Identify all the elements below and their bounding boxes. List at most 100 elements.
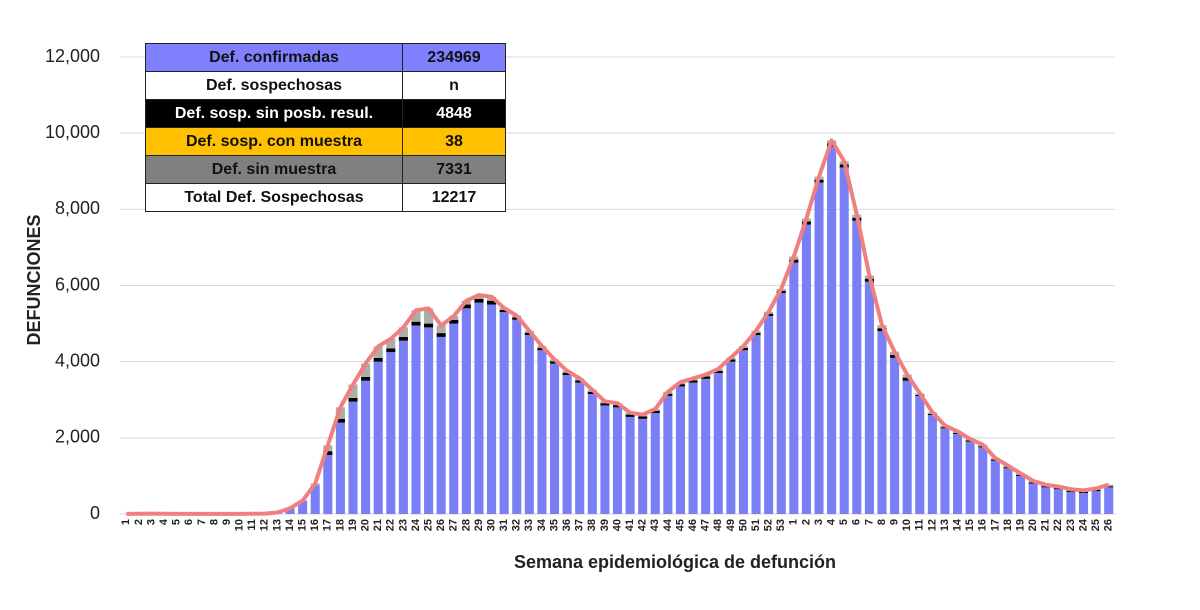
y-axis-title: DEFUNCIONES [24,214,44,345]
bar-segment [361,377,370,381]
bar-segment [525,335,534,514]
x-tick-label: 53 [775,519,787,531]
bar-segment [1003,468,1012,514]
bar-segment [726,362,735,514]
bar-segment [348,402,357,514]
x-tick-label: 1 [120,519,132,525]
bar-segment [550,364,559,514]
x-tick-label: 6 [851,519,863,525]
bar-segment [462,308,471,514]
bar-segment [865,282,874,514]
legend-value: 7331 [403,156,506,184]
bar-segment [714,373,723,514]
legend-value: 4848 [403,100,506,128]
bar-segment [1029,484,1038,514]
bar-segment [537,350,546,514]
x-tick-label: 48 [712,519,724,531]
y-tick-label: 6,000 [55,274,100,294]
bar-segment [424,324,433,328]
bar-segment [424,327,433,514]
x-tick-label: 24 [1077,518,1089,531]
legend-label: Def. confirmadas [146,44,403,72]
x-tick-label: 18 [1002,519,1014,531]
legend-label: Def. sospechosas [146,72,403,100]
legend-label: Def. sosp. con muestra [146,128,403,156]
x-tick-label: 40 [611,519,623,531]
y-tick-label: 4,000 [55,350,100,370]
bar-segment [1016,476,1025,514]
x-tick-label: 25 [422,519,434,531]
bar-segment [789,263,798,514]
bar-segment [411,325,420,514]
bar-segment [411,322,420,326]
x-tick-label: 39 [599,519,611,531]
bar-segment [437,333,446,337]
x-tick-label: 9 [888,519,900,525]
x-tick-label: 47 [700,519,712,531]
x-tick-label: 15 [297,519,309,531]
x-tick-label: 41 [624,519,636,531]
x-tick-label: 46 [687,519,699,531]
x-tick-label: 12 [259,519,271,531]
bar-segment [814,183,823,514]
bar-segment [336,423,345,514]
bar-segment [966,442,975,514]
bar-segment [890,358,899,514]
x-tick-label: 11 [246,519,258,531]
x-tick-label: 36 [561,519,573,531]
y-tick-label: 2,000 [55,427,100,447]
bar-segment [600,405,609,514]
x-tick-label: 21 [372,519,384,531]
bar-segment [487,305,496,514]
x-tick-label: 16 [309,519,321,531]
x-tick-label: 24 [410,518,422,531]
bar-segment [500,312,509,514]
bar-segment [386,352,395,514]
bar-segment [877,331,886,514]
bar-segment [386,348,395,352]
x-tick-label: 1 [788,519,800,525]
x-tick-label: 50 [737,519,749,531]
bar-segment [701,379,710,514]
x-tick-label: 5 [838,519,850,525]
y-tick-label: 0 [90,503,100,523]
bar-segment [978,447,987,514]
legend-label: Def. sosp. sin posb. resul. [146,100,403,128]
legend-row: Def. sosp. sin posb. resul.4848 [146,100,506,128]
x-tick-label: 44 [662,518,674,531]
bar-segment [689,383,698,514]
x-tick-label: 42 [637,519,649,531]
bar-segment [449,324,458,514]
bar-segment [663,396,672,514]
x-tick-label: 33 [523,519,535,531]
x-tick-label: 34 [536,518,548,531]
x-tick-label: 11 [914,519,926,531]
x-tick-label: 32 [511,519,523,531]
bar-segment [638,417,647,419]
x-tick-label: 4 [826,518,838,525]
bar-segment [777,293,786,514]
x-tick-label: 23 [397,519,409,531]
bar-segment [1104,487,1113,514]
x-tick-label: 21 [1040,519,1052,531]
x-tick-label: 7 [196,519,208,525]
bar-segment [374,358,383,362]
bar-segment [563,375,572,514]
bar-segment [1079,493,1088,514]
bar-segment [437,337,446,514]
bar-segment [764,316,773,514]
bar-segment [399,337,408,341]
x-tick-label: 16 [977,519,989,531]
x-tick-label: 22 [1052,519,1064,531]
y-tick-label: 12,000 [45,46,100,66]
bar-segment [840,167,849,514]
x-tick-label: 3 [145,519,157,525]
bar-segment [588,394,597,514]
bar-segment [940,428,949,514]
y-tick-label: 10,000 [45,122,100,142]
x-tick-label: 3 [813,519,825,525]
x-tick-label: 29 [473,519,485,531]
